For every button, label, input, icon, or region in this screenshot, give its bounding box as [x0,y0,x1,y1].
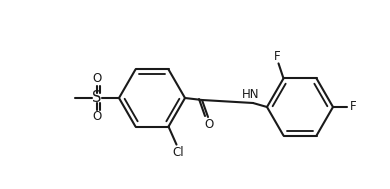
Text: O: O [204,118,214,130]
Text: O: O [92,111,102,123]
Text: S: S [92,91,102,105]
Text: Cl: Cl [173,146,184,159]
Text: O: O [92,73,102,85]
Text: HN: HN [242,88,260,101]
Text: F: F [350,101,356,114]
Text: F: F [274,50,281,63]
